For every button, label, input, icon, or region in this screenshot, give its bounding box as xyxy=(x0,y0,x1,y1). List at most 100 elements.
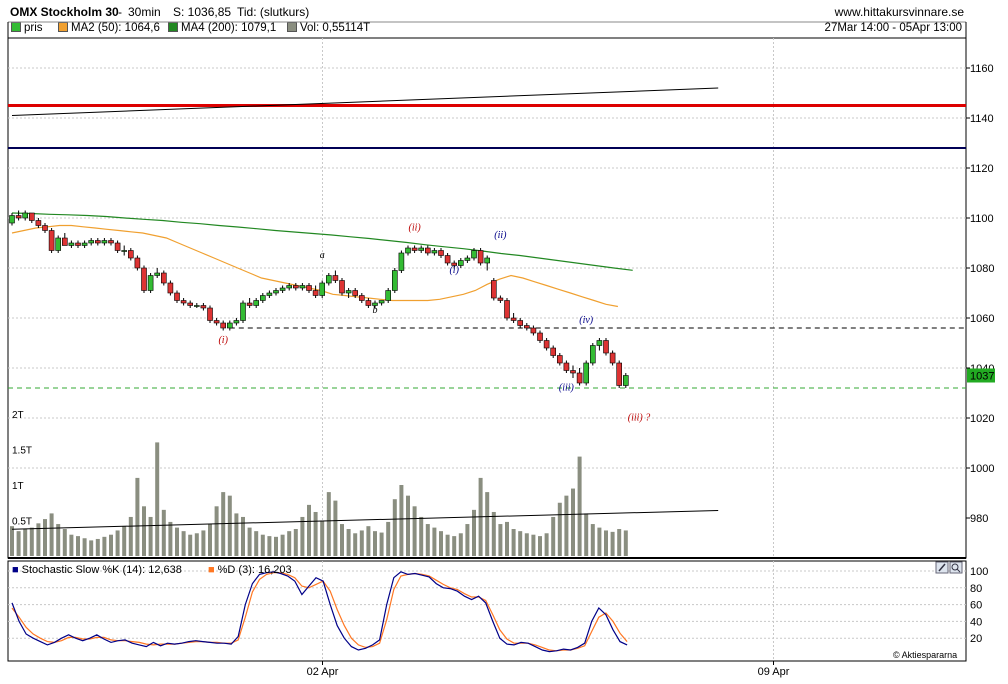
wave-label: b xyxy=(373,305,378,316)
volume-bar xyxy=(386,521,391,556)
wave-label: (ii) xyxy=(408,223,421,234)
candle xyxy=(187,302,193,306)
candle xyxy=(490,280,497,299)
volume-bar xyxy=(29,527,34,556)
volume-bar xyxy=(346,529,351,556)
candle xyxy=(200,305,207,309)
volume-bar xyxy=(267,536,272,556)
candle xyxy=(365,300,372,306)
candle xyxy=(385,290,392,301)
candle xyxy=(405,247,411,254)
volume-bar xyxy=(472,509,476,556)
candle xyxy=(523,325,530,329)
price-tick-label: 980 xyxy=(970,513,988,525)
candle xyxy=(28,212,35,221)
x-tick-label: 09 Apr xyxy=(758,666,790,678)
volume-bar xyxy=(564,495,569,556)
volume-bar xyxy=(425,524,430,556)
wave-label: (iv) xyxy=(579,315,594,326)
volume-bar xyxy=(23,529,28,556)
zoom-icon[interactable] xyxy=(949,561,963,574)
volume-bar xyxy=(485,492,490,556)
volume-bar xyxy=(511,529,516,556)
trendline-1 xyxy=(11,510,719,530)
candle xyxy=(35,220,42,226)
volume-bar xyxy=(505,521,509,556)
price-tick-label: 1100 xyxy=(970,213,994,225)
volume-bar xyxy=(617,529,622,556)
wave-label: (i) xyxy=(218,335,228,346)
volume-bar xyxy=(122,526,127,556)
candle xyxy=(9,215,15,224)
volume-bar xyxy=(247,527,252,556)
candle xyxy=(570,370,576,374)
price-tick-label: 1060 xyxy=(970,313,994,325)
volume-bar xyxy=(62,529,67,556)
volume-bar xyxy=(208,524,212,556)
candle xyxy=(339,280,345,294)
candle xyxy=(174,292,180,301)
candle xyxy=(108,240,114,244)
candle xyxy=(167,282,174,294)
volume-bar xyxy=(82,538,87,556)
price-tick-label: 1000 xyxy=(970,463,994,475)
volume-bar xyxy=(465,524,470,556)
candle xyxy=(438,250,444,256)
candle xyxy=(213,320,220,324)
legend-volume: Vol: 0,55114T xyxy=(287,22,370,34)
osc-tick-label: 80 xyxy=(970,583,982,595)
volume-bar xyxy=(89,540,94,556)
volume-bar xyxy=(373,531,377,556)
volume-bar xyxy=(76,536,80,556)
candle xyxy=(141,267,147,291)
candle xyxy=(391,270,398,291)
osc-tick-label: 60 xyxy=(970,600,982,612)
source-link[interactable]: www.hittakursvinnare.se xyxy=(834,5,964,19)
volume-bar xyxy=(353,533,358,556)
candle xyxy=(194,305,200,307)
candle xyxy=(332,275,339,281)
candle xyxy=(576,372,583,384)
osc-tick-label: 40 xyxy=(970,616,982,628)
wave-label: (i) xyxy=(449,265,459,276)
stoch-d-legend: ■ %D (3): 16,203 xyxy=(208,564,292,576)
candle xyxy=(372,302,378,306)
candle xyxy=(233,320,240,324)
candle xyxy=(484,257,491,264)
wave-label: (iii) ? xyxy=(628,413,651,424)
volume-bar xyxy=(445,534,450,556)
volume-bar xyxy=(260,534,265,556)
candle xyxy=(101,240,108,244)
candle xyxy=(246,302,253,306)
volume-bar xyxy=(214,506,219,556)
volume-bar xyxy=(307,504,311,556)
volume-bar xyxy=(604,530,608,556)
credit-label: © Aktiespararna xyxy=(893,650,957,660)
volume-bar xyxy=(557,502,562,556)
candle xyxy=(161,272,167,284)
volume-bar xyxy=(412,506,417,556)
volume-bar xyxy=(188,534,193,556)
volume-bar xyxy=(432,527,437,556)
volume-bar xyxy=(155,442,160,556)
volume-bar xyxy=(300,516,305,556)
candle xyxy=(88,240,94,244)
volume-bar xyxy=(109,534,113,556)
candle xyxy=(464,257,471,261)
volume-bar xyxy=(43,519,47,556)
stoch-k-line xyxy=(11,571,628,653)
volume-bar xyxy=(102,536,107,556)
candle xyxy=(583,362,590,384)
candle xyxy=(325,275,332,284)
volume-bar xyxy=(491,511,496,556)
candle xyxy=(537,332,543,341)
volume-bar xyxy=(571,488,575,556)
candle xyxy=(504,300,510,319)
volume-bar xyxy=(274,536,278,556)
price-tick-label: 1120 xyxy=(970,163,994,175)
settings-icon[interactable] xyxy=(935,561,949,574)
instrument-title: OMX Stockholm 30 xyxy=(10,5,119,19)
candle xyxy=(444,255,451,264)
ma200-line xyxy=(11,212,633,271)
price-tick-label: 1080 xyxy=(970,263,994,275)
